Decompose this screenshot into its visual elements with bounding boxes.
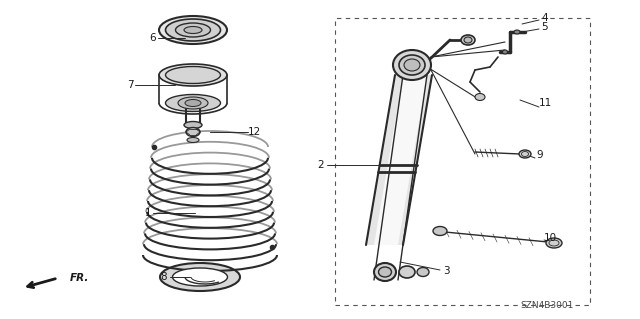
Ellipse shape [159, 64, 227, 86]
Ellipse shape [159, 16, 227, 44]
Text: 2: 2 [317, 160, 324, 170]
Ellipse shape [187, 137, 199, 143]
Ellipse shape [393, 50, 431, 80]
Ellipse shape [417, 268, 429, 277]
Bar [335, 18, 590, 305]
Ellipse shape [433, 226, 447, 235]
Text: 3: 3 [443, 266, 449, 276]
Text: 8: 8 [161, 272, 167, 282]
Ellipse shape [399, 55, 425, 75]
Text: 9: 9 [537, 150, 543, 160]
Ellipse shape [404, 59, 420, 71]
Text: 4: 4 [541, 13, 548, 23]
Ellipse shape [166, 66, 221, 84]
Polygon shape [366, 75, 432, 245]
Ellipse shape [464, 37, 472, 43]
Ellipse shape [175, 23, 211, 37]
Ellipse shape [461, 35, 475, 45]
Ellipse shape [186, 128, 200, 137]
Ellipse shape [166, 19, 221, 41]
Ellipse shape [160, 263, 240, 291]
Text: FR.: FR. [70, 273, 90, 283]
Ellipse shape [378, 267, 392, 277]
Text: 7: 7 [127, 80, 133, 90]
Text: 5: 5 [541, 22, 548, 32]
Ellipse shape [514, 30, 520, 34]
Text: 10: 10 [543, 233, 557, 243]
Ellipse shape [173, 268, 227, 286]
Polygon shape [374, 75, 427, 245]
Text: 12: 12 [248, 127, 260, 137]
Ellipse shape [502, 50, 508, 54]
Text: SZN4B3001: SZN4B3001 [520, 300, 573, 309]
Ellipse shape [185, 100, 201, 107]
Ellipse shape [399, 266, 415, 278]
Ellipse shape [184, 26, 202, 33]
Ellipse shape [166, 94, 221, 112]
Text: 1: 1 [145, 208, 151, 218]
Ellipse shape [475, 93, 485, 100]
Ellipse shape [519, 150, 531, 158]
Text: 6: 6 [150, 33, 156, 43]
Ellipse shape [178, 97, 208, 109]
Ellipse shape [374, 263, 396, 281]
Ellipse shape [546, 238, 562, 248]
Ellipse shape [184, 122, 202, 129]
Text: 11: 11 [538, 98, 552, 108]
